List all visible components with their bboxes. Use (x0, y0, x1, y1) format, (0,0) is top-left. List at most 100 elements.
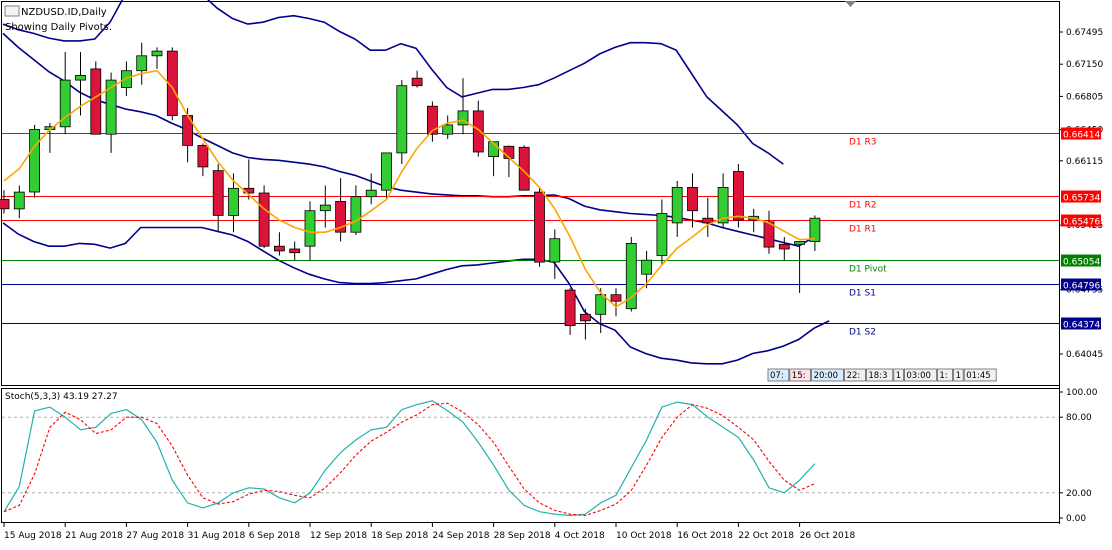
session-box (904, 368, 937, 382)
candle (197, 143, 209, 177)
candle-body (564, 289, 576, 327)
session-box (811, 368, 844, 382)
stoch-tick-label: 80.00 (1066, 413, 1092, 423)
d1-r2-price-tag (1061, 190, 1101, 203)
candle-body (29, 129, 41, 193)
candle-body (289, 248, 301, 254)
candle-body (472, 110, 484, 153)
candle-body (411, 77, 423, 87)
session-box-label: 22: (847, 371, 861, 381)
session-box (953, 368, 964, 382)
candle (733, 164, 744, 228)
stoch-tick-label: 100.00 (1066, 388, 1098, 398)
candle (687, 173, 698, 228)
candle-body (212, 170, 224, 216)
session-box (789, 368, 811, 382)
date-tick-label: 22 Oct 2018 (738, 531, 794, 541)
candle-body (228, 187, 239, 216)
candle-body (304, 210, 316, 247)
moving-average-line (3, 69, 815, 308)
d1-s2-label: D1 S2 (849, 328, 876, 338)
candle (702, 197, 714, 237)
date-tick-label: 28 Sep 2018 (494, 531, 551, 541)
price-tick-label: 0.67150 (1066, 60, 1103, 70)
candle (59, 52, 71, 135)
candle-body (702, 217, 714, 224)
candle-body (809, 217, 821, 242)
price-panel-frame (1, 1, 1060, 386)
candle-body (381, 152, 392, 191)
candle-body (641, 259, 652, 275)
pivot-lines: D1 R3 D1 R2 D1 R1 D1 Pivot D1 S1 D1 S2 (2, 133, 1059, 338)
candle-body (197, 144, 209, 168)
candle-body (656, 213, 668, 256)
candle (29, 124, 41, 198)
candle (335, 178, 347, 242)
candle (411, 70, 423, 88)
candle (304, 201, 316, 261)
candles (0, 42, 821, 340)
candle (625, 236, 637, 312)
candle (426, 101, 438, 142)
candle-body (778, 243, 790, 250)
candle-body (763, 221, 775, 248)
candle-body (105, 79, 117, 135)
candle (105, 72, 117, 153)
subtitle: Showing Daily Pivots. (5, 22, 112, 33)
stoch-signal-line (3, 402, 816, 517)
candle-body (136, 55, 148, 72)
candle (258, 185, 270, 249)
price-tick-label: 0.67495 (1066, 28, 1103, 38)
session-box (844, 368, 866, 382)
session-box (767, 368, 790, 382)
date-axis: 15 Aug 2018 21 Aug 2018 27 Aug 2018 31 Aug … (3, 523, 856, 541)
stoch-main-line (3, 400, 816, 517)
session-box-label: 20:00 (814, 371, 839, 381)
candle (656, 199, 668, 265)
candle (273, 232, 285, 256)
d1-r3-price-value: 0.66414 (1063, 131, 1100, 141)
symbol-title: NZDUSD.ID,Daily (21, 7, 107, 18)
candle (794, 241, 805, 293)
d1-pivot-price-tag (1061, 254, 1101, 267)
candle-body (534, 191, 545, 263)
candle-body (258, 192, 270, 247)
date-tick-label: 15 Aug 2018 (4, 531, 62, 541)
candle (166, 47, 178, 121)
candle-body (595, 294, 607, 315)
candle (0, 190, 10, 214)
candle-body (457, 110, 469, 126)
session-box-label: 18:3 (868, 371, 887, 381)
candle (319, 185, 331, 228)
candle (564, 288, 576, 335)
candle (671, 180, 683, 237)
candle (13, 185, 25, 219)
d1-s1-price-tag (1061, 278, 1101, 291)
d1-r1-label: D1 R1 (849, 225, 877, 235)
date-tick-label: 12 Sep 2018 (310, 531, 367, 541)
stoch-panel-frame (1, 388, 1060, 523)
session-box (937, 368, 954, 382)
candle-body (442, 124, 454, 135)
candle-body (671, 186, 683, 224)
session-box (866, 368, 894, 382)
candle (136, 42, 148, 85)
stoch-indicator: 100.00 80.00 20.00 0.00 (2, 388, 1098, 524)
session-box (893, 368, 904, 382)
candle-body (90, 68, 102, 135)
candle-body (687, 186, 698, 212)
session-box-label: 1 (896, 371, 901, 381)
candle-body (518, 146, 530, 191)
candle-body (794, 241, 805, 245)
session-box-label: 1 (956, 371, 961, 381)
candle-body (396, 85, 408, 154)
stoch-tick-label: 20.00 (1066, 489, 1092, 499)
candle-body (350, 196, 362, 233)
d1-s1-price-value: 0.64796 (1063, 282, 1100, 292)
candle (580, 308, 591, 340)
session-box (963, 368, 997, 382)
scroll-shift-marker-icon[interactable] (845, 1, 856, 7)
d1-pivot-label: D1 Pivot (849, 265, 887, 275)
d1-r2-price-value: 0.65734 (1063, 194, 1100, 204)
